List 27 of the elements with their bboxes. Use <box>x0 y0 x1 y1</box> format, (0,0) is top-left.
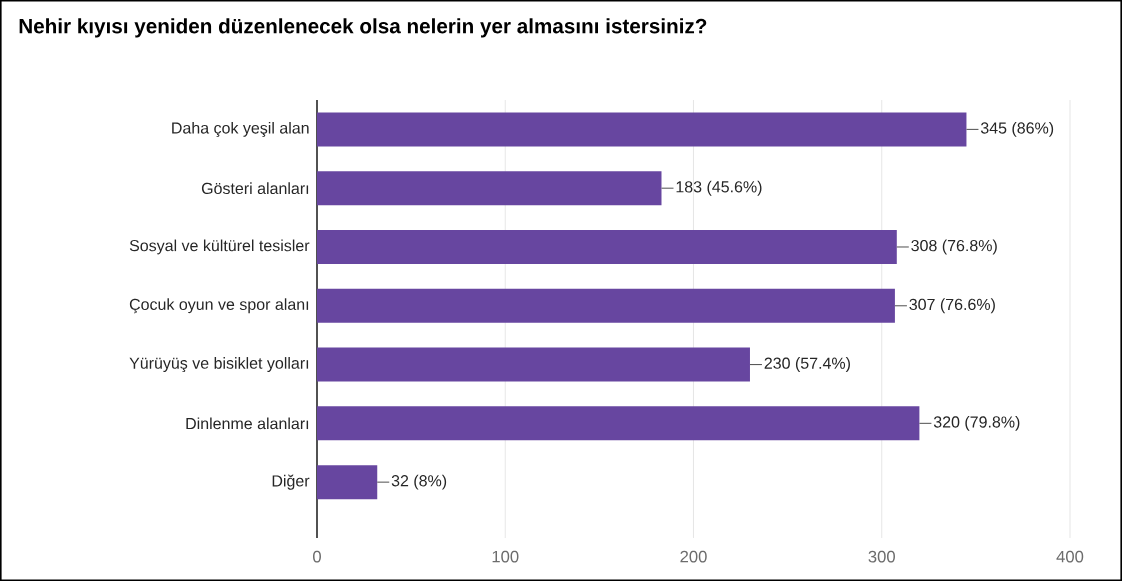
data-label: 230 (57.4%) <box>764 357 850 372</box>
bar <box>317 406 920 441</box>
y-tick-label: Diğer <box>272 474 310 490</box>
bar <box>317 171 662 206</box>
bar <box>317 347 750 382</box>
y-tick-label: Yürüyüş ve bisiklet yolları <box>129 357 309 373</box>
x-tick-label: 200 <box>680 550 707 563</box>
x-tick-label: 0 <box>313 550 321 563</box>
bar <box>317 288 895 323</box>
data-label: 183 (45.6%) <box>676 180 762 196</box>
y-tick-label: Daha çok yeşil alan <box>172 121 309 137</box>
x-tick-label: 100 <box>492 550 519 563</box>
x-tick-label: 400 <box>1056 550 1084 563</box>
bar <box>317 112 967 147</box>
data-label: 345 (86%) <box>980 121 1054 137</box>
y-tick-label: Dinlenme alanları <box>186 417 309 430</box>
data-label: 307 (76.6%) <box>909 298 995 314</box>
y-tick-label: Gösteri alanları <box>201 182 309 195</box>
data-label: 308 (76.8%) <box>911 239 997 255</box>
y-tick-label: Çocuk oyun ve spor alanı <box>129 298 309 314</box>
data-label: 32 (8%) <box>391 474 447 490</box>
data-label: 320 (79.8%) <box>933 415 1020 431</box>
bar <box>317 229 897 264</box>
chart-title: Nehir kıyısı yeniden düzenlenecek olsa nelerin yer almasını istersiniz? <box>19 18 707 38</box>
bar <box>317 465 378 500</box>
y-tick-label: Sosyal ve kültürel tesisler <box>129 239 310 255</box>
x-tick-label: 300 <box>868 550 895 563</box>
